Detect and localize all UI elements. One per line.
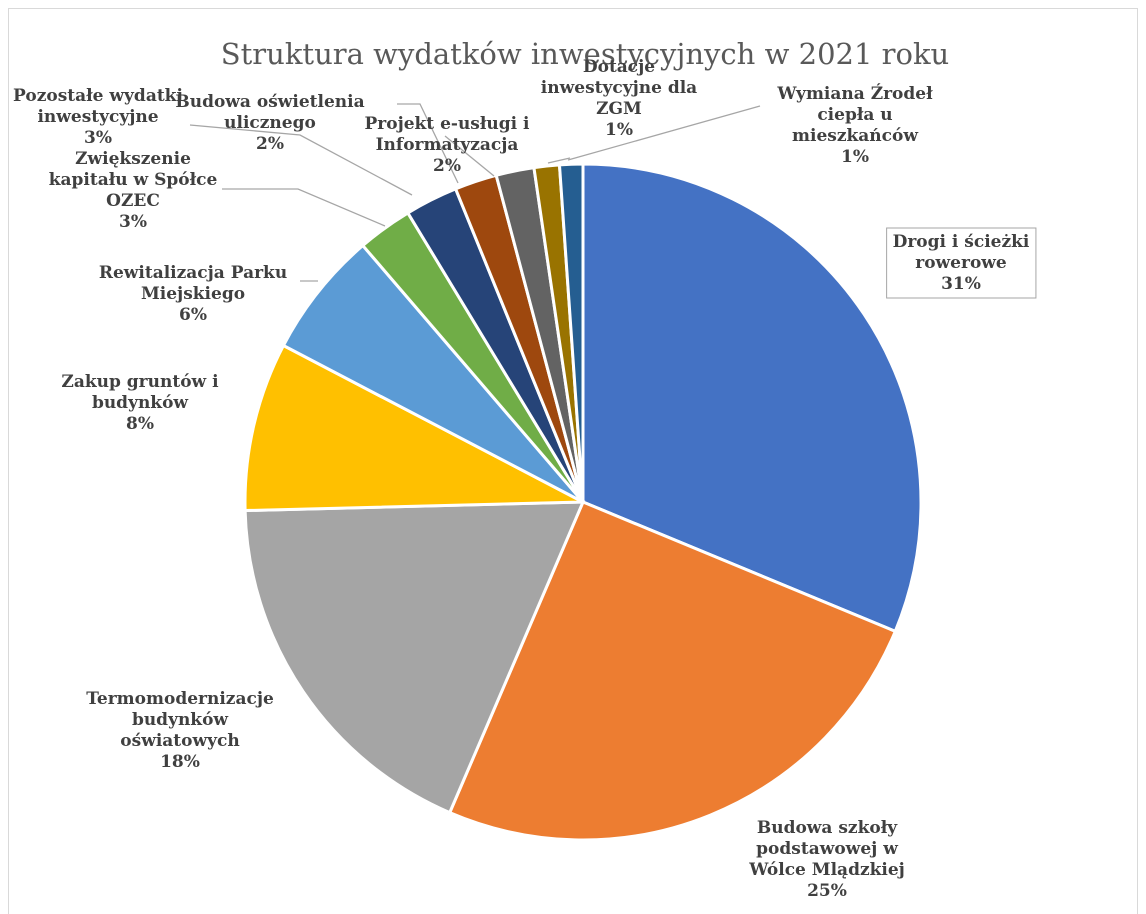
leader-line-10 <box>547 157 571 164</box>
slice-label-1: Drogi i ścieżki rowerowe 31% <box>893 232 1030 294</box>
slice-label-line: Zwiększenie <box>75 149 191 169</box>
slice-label-3: Termomodernizacje budynków oświatowych 18% <box>86 689 274 772</box>
slice-label-5: Rewitalizacja Parku Miejskiego 6% <box>99 263 287 325</box>
pie-slice-11[interactable] <box>557 162 585 503</box>
pie-slice-1[interactable] <box>581 162 923 634</box>
slice-label-line: Wólce Mlądzkiej <box>748 860 905 880</box>
slice-label-6: Zwiększenie kapitału w Spółce OZEC 3% <box>49 149 218 232</box>
slice-label-line: ciepła u <box>817 105 892 125</box>
slice-label-11: Wymiana Źrodeł ciepła u mieszkańców 1% <box>776 83 933 167</box>
leader-lines <box>189 103 761 282</box>
slice-label-line: budynków <box>132 710 228 730</box>
slice-percent-2: 25% <box>807 881 847 901</box>
slice-label-line: Miejskiego <box>141 284 245 304</box>
slice-label-9: Projekt e-usługi i Informatyzacja 2% <box>364 114 530 176</box>
slice-label-line: ZGM <box>596 99 642 119</box>
slice-label-7: Pozostałe wydatki inwestycyjne 3% <box>13 86 183 148</box>
leader-line-9 <box>444 135 495 177</box>
slice-percent-10: 1% <box>605 120 633 140</box>
slice-label-line: Drogi i ścieżki <box>893 232 1030 252</box>
slice-label-line: Projekt e-usługi i <box>364 114 530 134</box>
slice-label-line: Dotacje <box>583 57 655 77</box>
slice-percent-11: 1% <box>841 147 869 167</box>
slice-label-line: Budowa szkoły <box>757 818 898 838</box>
slice-label-line: OZEC <box>106 191 160 211</box>
slice-label-line: kapitału w Spółce <box>49 170 218 190</box>
slice-label-line: mieszkańców <box>792 126 918 146</box>
slice-percent-9: 2% <box>433 156 461 176</box>
pie-slice-5[interactable] <box>281 243 585 504</box>
slice-label-line: budynków <box>92 393 188 413</box>
slice-percent-8: 2% <box>256 134 284 154</box>
slice-label-line: podstawowej w <box>756 839 898 859</box>
slice-label-line: Budowa oświetlenia <box>175 92 364 112</box>
slice-label-2: Budowa szkoły podstawowej w Wólce Mlądzkie… <box>748 818 905 901</box>
slice-label-line: inwestycyjne dla <box>541 78 697 98</box>
pie-slice-2[interactable] <box>447 500 898 842</box>
chart-title: Struktura wydatków inwestycyjnych w 2021… <box>221 37 949 71</box>
slice-percent-1: 31% <box>941 274 981 294</box>
leader-line-8 <box>397 103 459 184</box>
slice-percent-4: 8% <box>126 414 154 434</box>
slice-label-line: Termomodernizacje <box>86 689 274 709</box>
slice-label-line: rowerowe <box>915 253 1007 273</box>
slice-percent-7: 3% <box>84 128 112 148</box>
slice-label-line: ulicznego <box>224 113 316 133</box>
pie-slice-3[interactable] <box>243 500 586 815</box>
slice-percent-5: 6% <box>179 305 207 325</box>
slice-label-8: Budowa oświetlenia ulicznego 2% <box>175 92 364 154</box>
pie-slices <box>243 162 923 842</box>
leader-line-6 <box>222 188 386 227</box>
pie-slice-4[interactable] <box>243 343 589 513</box>
slice-label-10: Dotacje inwestycyjne dla ZGM 1% <box>541 57 697 140</box>
slice-label-line: Pozostałe wydatki <box>13 86 183 106</box>
slice-labels: Drogi i ścieżki rowerowe 31% Budowa szkoły p… <box>13 57 1037 901</box>
slice-percent-3: 18% <box>160 752 200 772</box>
slice-label-line: Rewitalizacja Parku <box>99 263 287 283</box>
slice-label-4: Zakup gruntów i budynków 8% <box>61 372 219 434</box>
slice-label-line: Zakup gruntów i <box>61 372 219 392</box>
slice-label-line: inwestycyjne <box>37 107 158 127</box>
slice-label-line: Wymiana Źrodeł <box>776 83 933 104</box>
slice-percent-6: 3% <box>119 212 147 232</box>
leader-line-11 <box>567 105 761 161</box>
slice-label-line: oświatowych <box>120 731 239 751</box>
slice-label-line: Informatyzacja <box>376 135 519 155</box>
leader-line-7 <box>189 124 413 196</box>
slice-label-box-1 <box>886 227 1037 299</box>
